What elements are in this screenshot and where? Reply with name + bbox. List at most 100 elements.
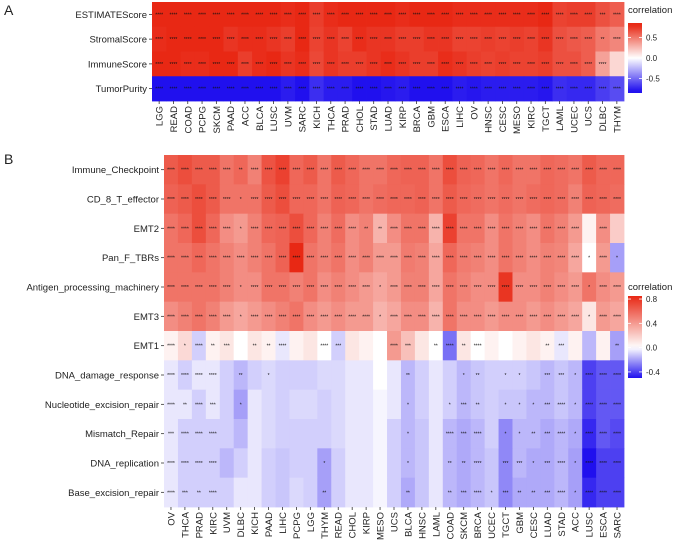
- heatmap-cell: [303, 213, 318, 244]
- significance-label: ****: [306, 314, 314, 320]
- significance-label: ****: [556, 37, 564, 43]
- heatmap-cell: [194, 26, 210, 52]
- heatmap-cell: [554, 448, 569, 479]
- heatmap-cell: [568, 272, 583, 303]
- heatmap-cell: [191, 448, 207, 479]
- significance-label: ****: [334, 197, 342, 203]
- heatmap-cell: [275, 360, 290, 391]
- heatmap-cell: [261, 331, 276, 361]
- heatmap-cell: [484, 272, 499, 303]
- heatmap-cell: [581, 2, 596, 28]
- significance-label: ***: [544, 373, 550, 379]
- significance-label: ****: [599, 490, 607, 496]
- significance-label: ****: [209, 168, 217, 174]
- heatmap-cell: [352, 51, 367, 77]
- significance-label: ****: [570, 37, 578, 43]
- heatmap-cell: [359, 331, 374, 361]
- heatmap-cell: [303, 272, 318, 303]
- heatmap-cell: [509, 2, 525, 28]
- significance-label: ****: [355, 37, 363, 43]
- significance-label: ****: [195, 256, 203, 262]
- heatmap-cell: [337, 76, 353, 102]
- heatmap-cell: [205, 155, 221, 185]
- heatmap-cell: [323, 76, 339, 102]
- heatmap-cell: [438, 51, 453, 77]
- heatmap-cell: [289, 360, 304, 391]
- significance-label: ****: [488, 256, 496, 262]
- heatmap-cell: [209, 2, 224, 28]
- significance-label: ****: [348, 285, 356, 291]
- significance-label: ****: [460, 197, 468, 203]
- significance-label: ****: [502, 168, 510, 174]
- heatmap-cell: [568, 477, 583, 508]
- heatmap-cell: [523, 2, 539, 28]
- heatmap-cell: [289, 243, 304, 273]
- heatmap-cell: [456, 477, 472, 508]
- significance-label: ****: [613, 314, 621, 320]
- significance-label: ****: [390, 285, 398, 291]
- heatmap-cell: [252, 76, 267, 102]
- significance-label: ****: [370, 62, 378, 68]
- heatmap-cell: [345, 360, 360, 391]
- heatmap-cell: [205, 477, 221, 508]
- column-label: DLBC: [236, 512, 247, 537]
- significance-label: ****: [341, 62, 349, 68]
- heatmap-cell: [177, 184, 193, 215]
- heatmap-cell: [373, 360, 388, 391]
- row-label: StromalScore: [89, 35, 147, 46]
- significance-label: ****: [390, 226, 398, 232]
- significance-label: *: [518, 432, 520, 438]
- significance-label: ***: [544, 490, 550, 496]
- heatmap-cell: [554, 360, 569, 391]
- column-label: CHOL: [348, 512, 359, 538]
- heatmap-cell: [495, 76, 510, 102]
- significance-label: ****: [585, 373, 593, 379]
- heatmap-cell: [303, 389, 318, 420]
- significance-label: ****: [404, 226, 412, 232]
- column-label: UCEC: [487, 512, 498, 539]
- heatmap-cell: [596, 272, 611, 303]
- significance-label: ****: [599, 402, 607, 408]
- heatmap-cell: [595, 76, 611, 102]
- significance-label: ****: [529, 168, 537, 174]
- heatmap-cell: [317, 272, 332, 303]
- significance-label: ****: [181, 168, 189, 174]
- significance-label: ****: [327, 87, 335, 93]
- heatmap-cell: [345, 389, 360, 420]
- significance-label: ****: [398, 87, 406, 93]
- column-label: BRCA: [473, 511, 484, 538]
- heatmap-cell: [191, 419, 207, 449]
- significance-label: ****: [198, 87, 206, 93]
- significance-label: ****: [499, 62, 507, 68]
- significance-label: ****: [384, 62, 392, 68]
- column-label: THYM: [320, 512, 331, 539]
- heatmap-cell: [470, 389, 486, 420]
- heatmap-cell: [423, 51, 439, 77]
- significance-label: ****: [460, 256, 468, 262]
- heatmap-cell: [568, 301, 583, 332]
- heatmap-cell: [498, 477, 513, 508]
- heatmap-cell: [247, 448, 262, 479]
- heatmap-cell: [359, 184, 374, 215]
- significance-label: ****: [556, 62, 564, 68]
- significance-label: ****: [418, 314, 426, 320]
- significance-label: **: [448, 461, 452, 467]
- heatmap-cell: [359, 389, 374, 420]
- column-label: UCS: [584, 106, 595, 126]
- heatmap-cell: [456, 272, 472, 303]
- heatmap-cell: [428, 272, 444, 303]
- heatmap-cell: [540, 389, 555, 420]
- column-label: CHOL: [355, 106, 366, 132]
- heatmap-cell: [610, 389, 625, 420]
- significance-label: ****: [557, 432, 565, 438]
- heatmap-cell: [442, 272, 458, 303]
- heatmap-cell: [289, 184, 304, 215]
- significance-label: **: [601, 37, 605, 43]
- significance-label: ****: [341, 87, 349, 93]
- heatmap-cell: [400, 184, 416, 215]
- heatmap-cell: [164, 389, 179, 420]
- heatmap-cell: [219, 448, 235, 479]
- significance-label: ****: [613, 12, 621, 18]
- column-label: UCEC: [569, 106, 580, 133]
- heatmap-cell: [373, 184, 388, 215]
